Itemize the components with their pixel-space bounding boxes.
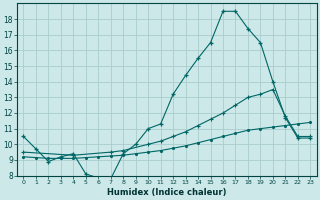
X-axis label: Humidex (Indice chaleur): Humidex (Indice chaleur) xyxy=(107,188,227,197)
